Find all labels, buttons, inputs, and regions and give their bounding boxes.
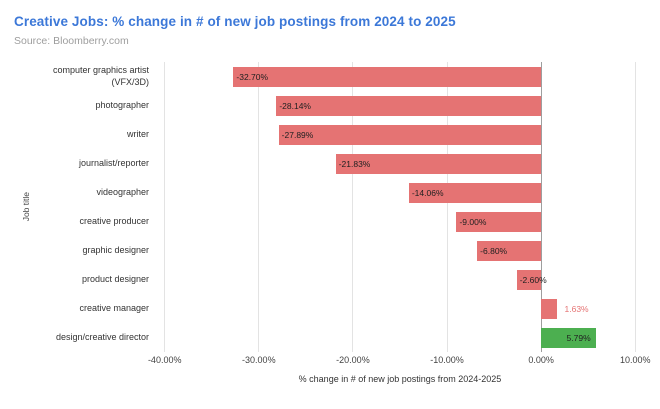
category-label-creative-producer: creative producer xyxy=(79,215,149,226)
chart-title: Creative Jobs: % change in # of new job … xyxy=(14,14,456,29)
x-axis-ticks: -40.00% -30.00% -20.00% -10.00% 0.00% 10.00% xyxy=(148,352,651,366)
x-tick-label--10: -10.00% xyxy=(430,355,464,365)
chart-source: Source: Bloomberry.com xyxy=(14,35,129,47)
bar-value-computer-graphics-artist-vfx-3d: -32.70% xyxy=(236,71,269,82)
plot-area: -32.70% -28.14% -27.89% -21.83% -14.06% -9.00… xyxy=(160,62,640,352)
bar-value-photographer: -28.14% xyxy=(279,100,311,111)
x-tick-label-0: 0.00% xyxy=(528,355,554,365)
gridline--40 xyxy=(164,62,166,352)
bar-value-journalist-reporter: -21.83% xyxy=(338,158,371,169)
bar-design-creative-director[interactable] xyxy=(541,327,596,348)
bar-value-graphic-designer: -6.80% xyxy=(480,245,508,256)
gridline--10 xyxy=(446,62,448,352)
category-label-creative-manager: creative manager xyxy=(79,302,149,313)
category-label-graphic-designer: graphic designer xyxy=(82,244,149,255)
category-label-videographer: videographer xyxy=(96,186,149,197)
category-label-design-creative-director: design/creative director xyxy=(55,331,149,342)
bar-value-videographer: -14.06% xyxy=(411,187,444,198)
bar-value-product-designer: -2.60% xyxy=(519,274,547,285)
x-tick-label--20: -20.00% xyxy=(336,355,370,365)
category-label-photographer: photographer xyxy=(95,99,149,110)
bar-journalist-reporter[interactable] xyxy=(335,153,542,174)
bar-value-writer: -27.89% xyxy=(281,129,314,140)
category-label-product-designer: product designer xyxy=(81,273,149,284)
gridline--20 xyxy=(352,62,354,352)
bar-value-creative-producer: -9.00% xyxy=(459,216,487,227)
gridline--30 xyxy=(258,62,260,352)
category-label-computer-graphics-artist-vfx-3d: computer graphics artist (VFX/3D) xyxy=(52,65,149,87)
bar-value-creative-manager: 1.63% xyxy=(564,303,589,314)
x-axis-title: % change in # of new job postings from 2… xyxy=(298,374,502,384)
bar-writer[interactable] xyxy=(278,124,542,145)
zero-axis-line xyxy=(540,62,542,352)
bar-value-design-creative-director: 5.79% xyxy=(566,332,591,343)
category-label-writer: writer xyxy=(127,128,149,139)
gridline-10 xyxy=(634,62,636,352)
bar-creative-producer[interactable] xyxy=(456,211,542,232)
bar-videographer[interactable] xyxy=(408,182,542,203)
x-tick-label--30: -30.00% xyxy=(242,355,276,365)
bar-creative-manager[interactable] xyxy=(541,298,557,319)
x-tick-label-10: 10.00% xyxy=(620,355,651,365)
bar-computer-graphics-artist-vfx-3d[interactable] xyxy=(233,66,542,87)
category-axis: computer graphics artist (VFX/3D) photogr… xyxy=(6,62,154,352)
bar-photographer[interactable] xyxy=(276,95,542,116)
category-label-journalist-reporter: journalist/reporter xyxy=(78,157,149,168)
bar-graphic-designer[interactable] xyxy=(477,240,542,261)
bar-product-designer[interactable] xyxy=(516,269,542,290)
x-tick-label--40: -40.00% xyxy=(147,355,182,365)
